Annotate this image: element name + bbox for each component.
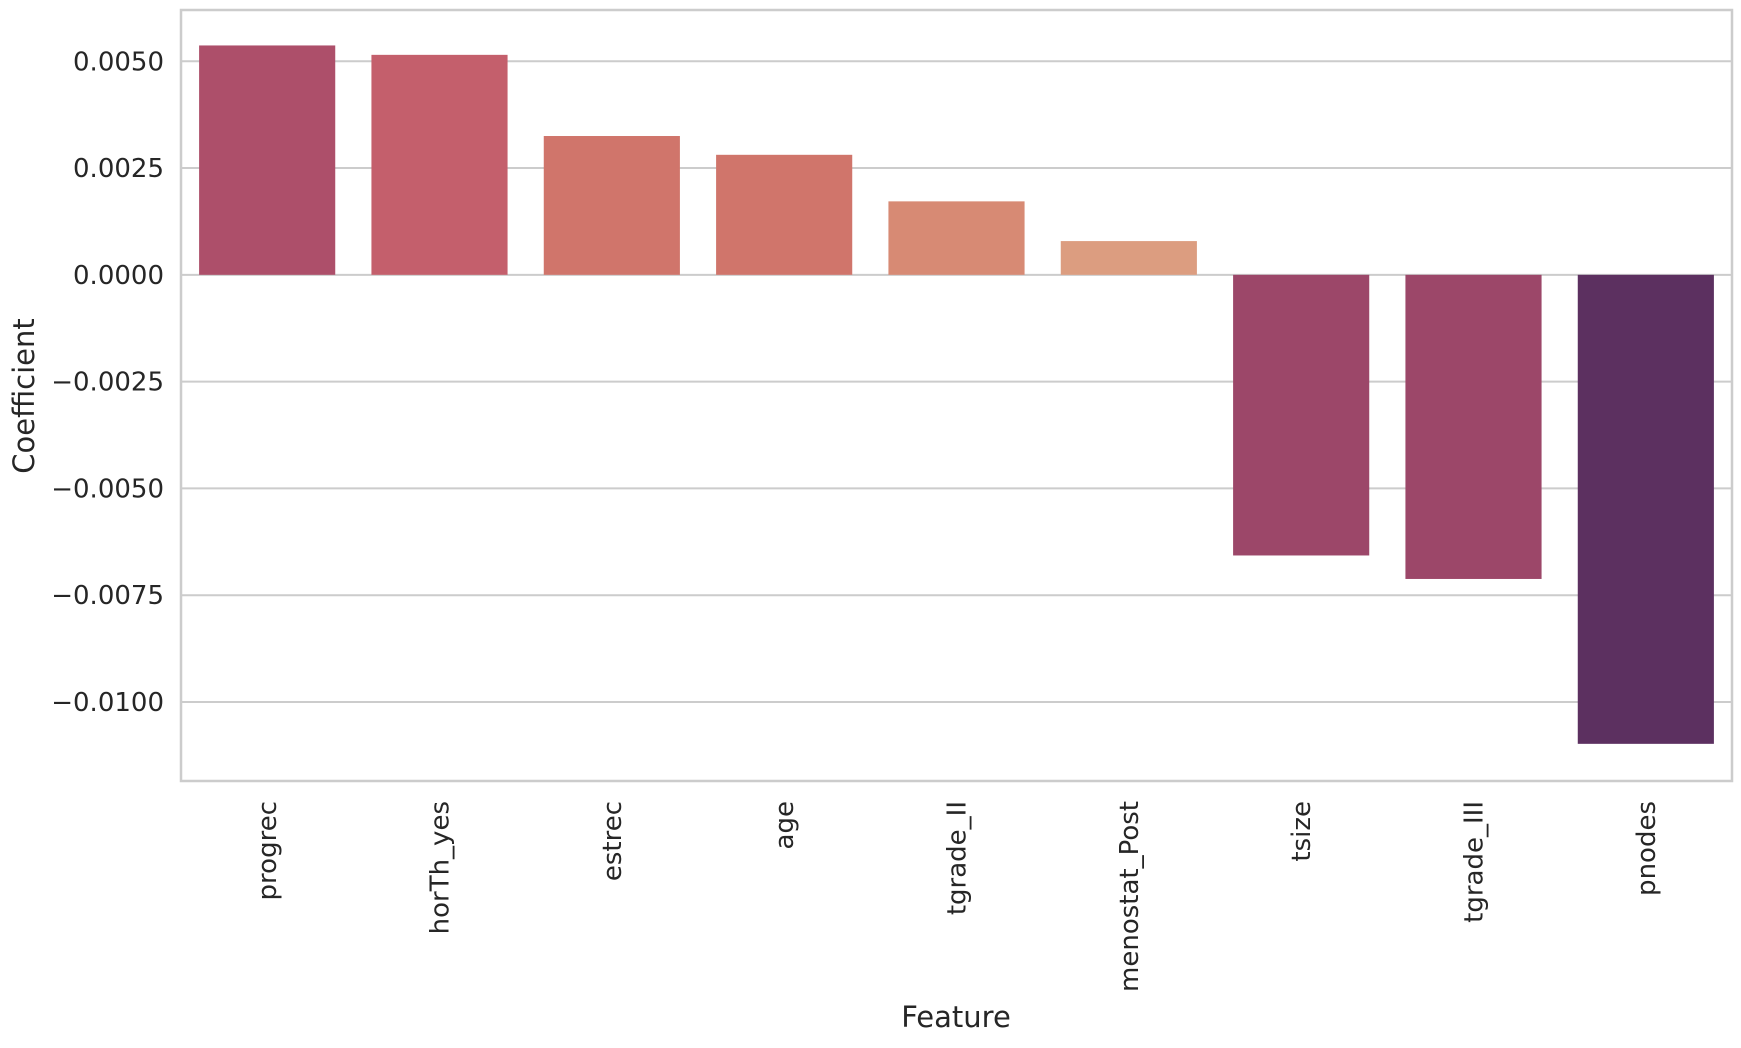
- bar-estrec: [543, 136, 680, 275]
- y-tick-labels: 0.0050 0.0025 0.0000 −0.0025 −0.0050 −0.0075 −…: [51, 47, 164, 718]
- x-tick-label-tsize: tsize: [1287, 801, 1317, 862]
- bar-progrec: [199, 45, 336, 275]
- y-tick-label: 0.0050: [73, 47, 164, 77]
- y-tick-label: −0.0050: [51, 474, 164, 504]
- y-tick-label: 0.0025: [73, 154, 164, 184]
- plot-frame: [179, 8, 1734, 783]
- x-tick-label-progrec: progrec: [253, 801, 283, 900]
- y-tick-label: −0.0100: [51, 688, 164, 718]
- bars: [199, 45, 1714, 744]
- bar-age: [716, 154, 853, 275]
- bar-tgrade_II: [888, 201, 1025, 275]
- bar-horTh_yes: [371, 54, 508, 275]
- y-tick-label: 0.0000: [73, 261, 164, 291]
- bar-tgrade_III: [1405, 274, 1542, 579]
- x-tick-label-estrec: estrec: [598, 801, 628, 881]
- y-tick-label: −0.0075: [51, 581, 164, 611]
- bar-pnodes: [1577, 274, 1714, 744]
- y-tick-label: −0.0025: [51, 368, 164, 398]
- x-tick-label-tgrade_II: tgrade_II: [943, 801, 973, 915]
- y-axis-label: Coefficient: [7, 318, 41, 473]
- bar-tsize: [1233, 274, 1370, 556]
- bar-menostat_Post: [1060, 241, 1197, 275]
- x-tick-label-pnodes: pnodes: [1632, 801, 1662, 896]
- x-tick-label-horTh_yes: horTh_yes: [426, 801, 456, 934]
- x-axis-label: Feature: [901, 1000, 1011, 1034]
- x-tick-label-tgrade_III: tgrade_III: [1460, 801, 1490, 923]
- x-tick-label-age: age: [770, 801, 800, 849]
- x-tick-labels: progrec horTh_yes estrec age tgrade_II menost…: [253, 801, 1662, 992]
- x-tick-label-menostat_Post: menostat_Post: [1115, 801, 1145, 992]
